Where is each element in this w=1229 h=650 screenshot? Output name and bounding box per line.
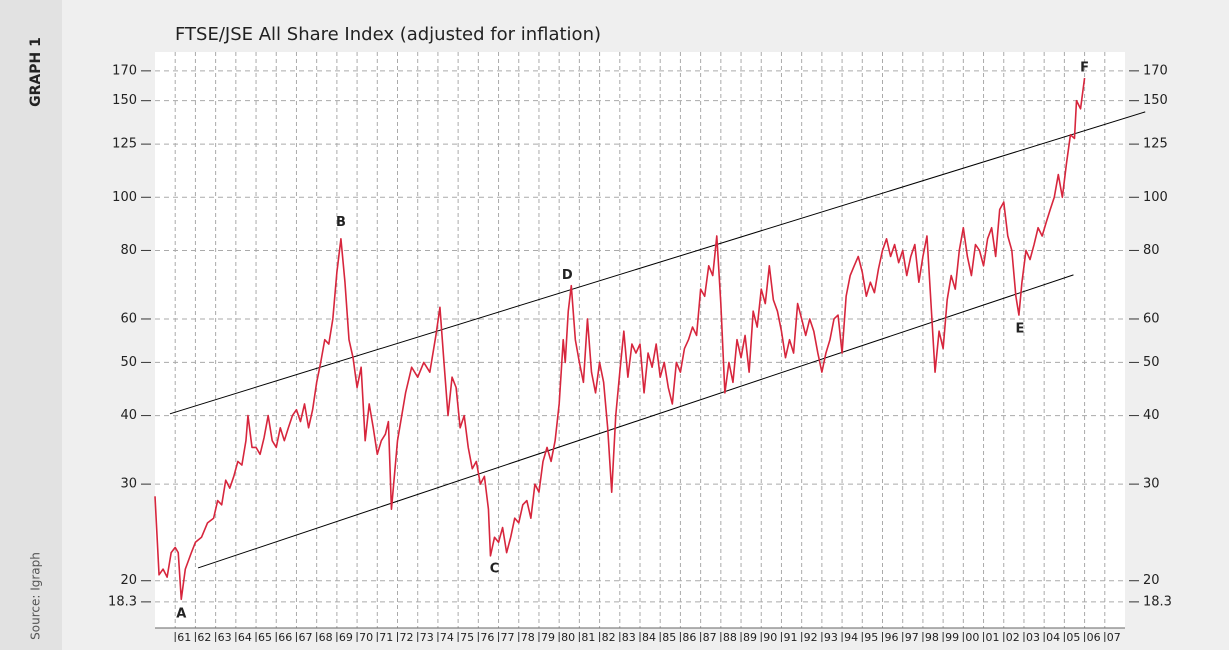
- x-tick-label: 89: [743, 631, 757, 644]
- x-tick-label: 88: [723, 631, 737, 644]
- x-tick-label: 01: [986, 631, 1000, 644]
- y2-tick-label: 100: [1143, 190, 1168, 205]
- x-tick-label: 78: [521, 631, 535, 644]
- x-tick-label: 93: [824, 631, 838, 644]
- x-tick-label: 97: [905, 631, 919, 644]
- x-tick-label: 06: [1087, 631, 1101, 644]
- trend-line: [197, 274, 1074, 569]
- y-tick-label: 40: [120, 408, 137, 423]
- x-tick-label: 79: [541, 631, 555, 644]
- x-tick-label: 82: [602, 631, 616, 644]
- x-tick-label: 98: [925, 631, 939, 644]
- x-tick-label: 87: [703, 631, 717, 644]
- side-strip: [0, 0, 62, 650]
- y2-tick-label: 80: [1143, 243, 1160, 258]
- x-tick-label: 81: [581, 631, 595, 644]
- x-tick-label: 94: [844, 631, 858, 644]
- y2-tick-label: 40: [1143, 408, 1160, 423]
- x-tick-label: 86: [682, 631, 696, 644]
- x-tick-label: 95: [864, 631, 878, 644]
- y2-tick-label: 60: [1143, 311, 1160, 326]
- x-tick-label: 69: [339, 631, 353, 644]
- x-tick-label: 61: [177, 631, 191, 644]
- trend-line: [169, 111, 1146, 415]
- x-tick-label: 96: [885, 631, 899, 644]
- y-tick-label: 170: [112, 63, 137, 78]
- y2-tick-label: 20: [1143, 573, 1160, 588]
- annotation: D: [562, 268, 573, 283]
- y-tick-label: 100: [112, 190, 137, 205]
- side-label: GRAPH 1: [28, 37, 44, 107]
- x-tick-label: 00: [965, 631, 979, 644]
- x-tick-label: 04: [1046, 631, 1060, 644]
- x-tick-label: 99: [945, 631, 959, 644]
- index-line: [154, 77, 1086, 601]
- x-tick-label: 05: [1066, 631, 1080, 644]
- x-tick-label: 02: [1006, 631, 1020, 644]
- x-tick-label: 72: [400, 631, 414, 644]
- x-tick-label: 71: [379, 631, 393, 644]
- y-tick-label: 50: [120, 355, 137, 370]
- y-tick-label: 18.3: [108, 594, 137, 609]
- x-tick-label: 75: [460, 631, 474, 644]
- x-tick-label: 92: [804, 631, 818, 644]
- annotation: C: [490, 562, 500, 577]
- x-tick-label: 74: [440, 631, 454, 644]
- x-tick-label: 68: [319, 631, 333, 644]
- y2-tick-label: 125: [1143, 137, 1168, 152]
- x-tick-label: 67: [298, 631, 312, 644]
- y2-tick-label: 30: [1143, 477, 1160, 492]
- x-tick-label: 91: [783, 631, 797, 644]
- y2-tick-label: 50: [1143, 355, 1160, 370]
- y2-tick-label: 170: [1143, 63, 1168, 78]
- x-tick-label: 80: [561, 631, 575, 644]
- y-tick-label: 30: [120, 477, 137, 492]
- x-tick-label: 65: [258, 631, 272, 644]
- x-tick-label: 90: [763, 631, 777, 644]
- y2-tick-label: 150: [1143, 93, 1168, 108]
- x-tick-label: 77: [501, 631, 515, 644]
- source: Source: Igraph: [29, 552, 43, 640]
- x-tick-label: 63: [218, 631, 232, 644]
- y-tick-label: 20: [120, 573, 137, 588]
- x-tick-label: 83: [622, 631, 636, 644]
- annotation: A: [176, 606, 186, 621]
- annotation: E: [1015, 322, 1024, 337]
- y-tick-label: 60: [120, 311, 137, 326]
- x-tick-label: 62: [197, 631, 211, 644]
- x-tick-label: 76: [480, 631, 494, 644]
- y-tick-label: 80: [120, 243, 137, 258]
- x-tick-label: 07: [1107, 631, 1121, 644]
- x-tick-label: 03: [1026, 631, 1040, 644]
- x-tick-label: 84: [642, 631, 656, 644]
- chart-title: FTSE/JSE All Share Index (adjusted for i…: [175, 24, 601, 45]
- x-tick-label: 70: [359, 631, 373, 644]
- y-tick-label: 150: [112, 93, 137, 108]
- x-tick-label: 85: [662, 631, 676, 644]
- y2-tick-label: 18.3: [1143, 594, 1172, 609]
- y-tick-label: 125: [112, 137, 137, 152]
- x-tick-label: 64: [238, 631, 252, 644]
- x-tick-label: 73: [420, 631, 434, 644]
- x-tick-label: 66: [278, 631, 292, 644]
- annotation: F: [1080, 61, 1089, 76]
- annotation: B: [336, 215, 346, 230]
